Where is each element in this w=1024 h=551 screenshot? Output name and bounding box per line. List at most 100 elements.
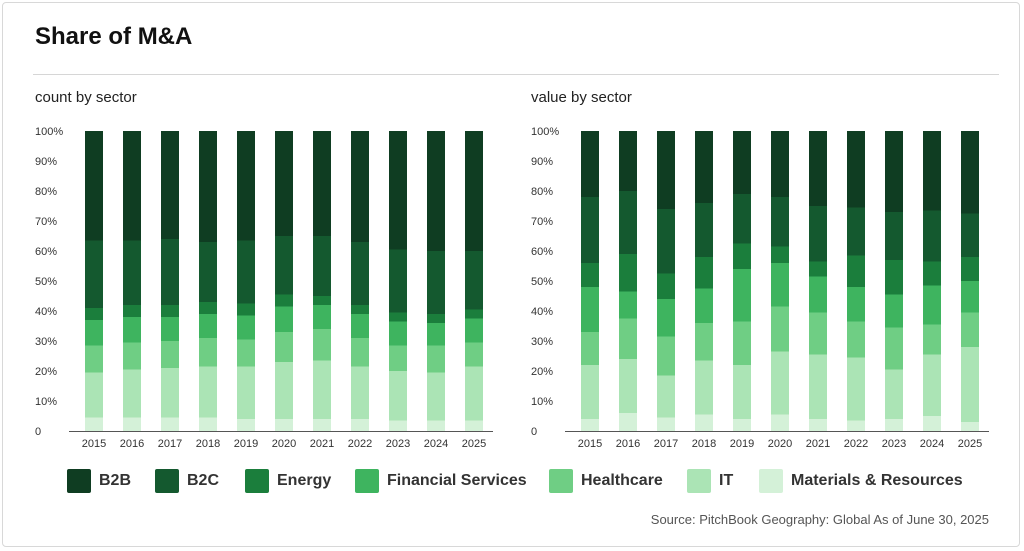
y-tick-label: 10% xyxy=(531,396,553,408)
bar-segment-financial-services xyxy=(85,320,103,346)
bar-segment-b2b xyxy=(161,131,179,239)
x-tick-label: 2016 xyxy=(120,438,144,450)
bar-segment-financial-services xyxy=(961,281,979,313)
bar-segment-healthcare xyxy=(85,345,103,373)
y-tick-label: 30% xyxy=(35,336,57,348)
bar-segment-healthcare xyxy=(961,312,979,347)
bar-segment-materials-resources xyxy=(351,419,369,431)
bar-segment-b2c xyxy=(923,210,941,262)
bar-segment-it xyxy=(695,360,713,415)
bar-segment-b2c xyxy=(161,239,179,305)
bar-segment-energy xyxy=(847,255,865,287)
bar-segment-b2b xyxy=(733,131,751,194)
bar-segment-energy xyxy=(351,305,369,314)
bar-segment-materials-resources xyxy=(619,413,637,431)
x-tick-label: 2019 xyxy=(234,438,258,450)
y-tick-label: 30% xyxy=(531,336,553,348)
legend-label-b2c: B2C xyxy=(187,472,220,489)
bar-segment-b2c xyxy=(389,249,407,313)
y-tick-label: 90% xyxy=(531,156,553,168)
bar-segment-it xyxy=(619,359,637,413)
y-tick-label: 60% xyxy=(531,246,553,258)
y-tick-label: 0 xyxy=(35,426,41,438)
bar-segment-energy xyxy=(809,261,827,277)
bar-segment-healthcare xyxy=(275,332,293,362)
y-tick-label: 20% xyxy=(531,366,553,378)
bar-segment-materials-resources xyxy=(771,414,789,431)
bar-segment-b2b xyxy=(695,131,713,203)
bar-segment-energy xyxy=(237,303,255,316)
legend-swatch-b2c xyxy=(155,469,179,493)
x-tick-label: 2020 xyxy=(272,438,296,450)
x-tick-label: 2021 xyxy=(806,438,830,450)
y-tick-label: 20% xyxy=(35,366,57,378)
bar-segment-healthcare xyxy=(313,329,331,361)
bar-segment-healthcare xyxy=(733,321,751,365)
bar-segment-b2c xyxy=(581,197,599,263)
bar-segment-materials-resources xyxy=(199,417,217,431)
bar-segment-energy xyxy=(885,260,903,295)
x-tick-label: 2018 xyxy=(196,438,220,450)
y-tick-label: 80% xyxy=(531,186,553,198)
bar-segment-it xyxy=(237,366,255,419)
bar-segment-financial-services xyxy=(199,314,217,338)
bar-segment-financial-services xyxy=(885,294,903,328)
bar-segment-materials-resources xyxy=(85,417,103,431)
y-tick-label: 10% xyxy=(35,396,57,408)
legend-swatch-financial-services xyxy=(355,469,379,493)
bar-segment-healthcare xyxy=(123,342,141,370)
bar-segment-healthcare xyxy=(923,324,941,355)
x-tick-label: 2019 xyxy=(730,438,754,450)
bar-segment-it xyxy=(427,372,445,421)
bar-segment-energy xyxy=(771,246,789,263)
bar-segment-energy xyxy=(465,309,483,319)
bar-segment-materials-resources xyxy=(427,420,445,431)
bar-segment-b2c xyxy=(275,236,293,295)
legend-label-healthcare: Healthcare xyxy=(581,472,663,489)
bar-segment-b2c xyxy=(237,240,255,304)
bar-segment-financial-services xyxy=(123,317,141,343)
bar-segment-materials-resources xyxy=(581,419,599,431)
bar-segment-materials-resources xyxy=(961,422,979,431)
bar-segment-b2c xyxy=(619,191,637,254)
bar-segment-financial-services xyxy=(313,305,331,329)
legend-swatch-healthcare xyxy=(549,469,573,493)
chart-svg: 0 10% 20% 30% 40% 50% 60% 70% 80% 90% 100% 2015 2016… xyxy=(35,126,493,450)
bar-segment-b2b xyxy=(313,131,331,236)
bar-segment-b2b xyxy=(581,131,599,197)
bar-segment-materials-resources xyxy=(809,419,827,431)
bar-segment-energy xyxy=(85,308,103,320)
bar-segment-b2c xyxy=(313,236,331,296)
bar-segment-it xyxy=(85,372,103,418)
chart-svg: 0 10% 20% 30% 40% 50% 60% 70% 80% 90% 100% 2015 2016… xyxy=(531,126,989,450)
bar-segment-b2c xyxy=(199,242,217,302)
bar-segment-it xyxy=(961,347,979,422)
bar-segment-it xyxy=(199,366,217,418)
bar-segment-materials-resources xyxy=(885,419,903,431)
legend-swatch-b2b xyxy=(67,469,91,493)
bar-segment-financial-services xyxy=(237,315,255,340)
bar-segment-b2b xyxy=(809,131,827,206)
bar-segment-b2b xyxy=(961,131,979,214)
bar-segment-materials-resources xyxy=(923,416,941,431)
bar-segment-healthcare xyxy=(389,345,407,371)
bar-segment-b2c xyxy=(351,242,369,305)
bar-segment-it xyxy=(923,354,941,416)
bar-segment-materials-resources xyxy=(847,420,865,431)
bar-segment-it xyxy=(351,366,369,419)
bar-segment-it xyxy=(389,371,407,421)
y-tick-label: 100% xyxy=(35,126,63,138)
bar-segment-financial-services xyxy=(275,306,293,332)
bar-segment-b2c xyxy=(885,212,903,260)
bar-segment-financial-services xyxy=(389,321,407,346)
bar-segment-healthcare xyxy=(161,341,179,368)
bar-segment-healthcare xyxy=(237,339,255,367)
bar-segment-b2b xyxy=(351,131,369,242)
bar-segment-healthcare xyxy=(199,338,217,367)
y-tick-label: 40% xyxy=(531,306,553,318)
bar-segment-energy xyxy=(733,243,751,269)
bar-segment-it xyxy=(161,368,179,418)
x-tick-label: 2017 xyxy=(158,438,182,450)
bar-segment-materials-resources xyxy=(695,414,713,431)
right-chart-title: value by sector xyxy=(531,89,632,106)
